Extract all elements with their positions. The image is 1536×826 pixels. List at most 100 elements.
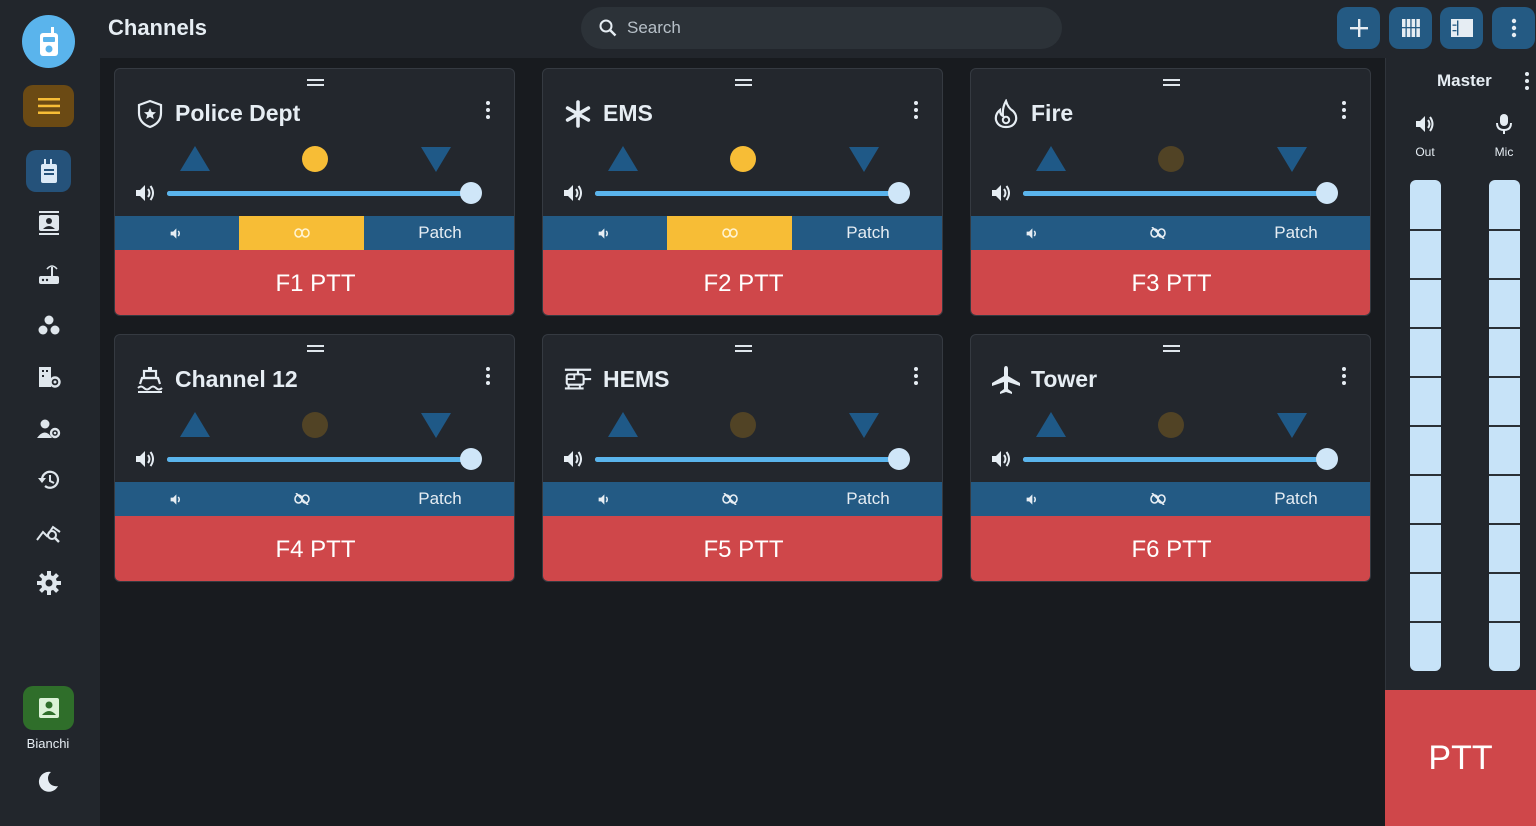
drag-handle[interactable] — [1163, 345, 1180, 352]
volume-slider[interactable] — [595, 191, 907, 196]
user-account-button[interactable] — [23, 686, 74, 730]
ptt-button[interactable]: F5 PTT — [543, 516, 942, 581]
mic-label: Mic — [1494, 145, 1514, 159]
output-level-meter — [1410, 180, 1441, 671]
patch-button[interactable]: Patch — [1274, 223, 1318, 242]
channel-menu-button[interactable] — [1337, 99, 1351, 121]
ptt-button[interactable]: F4 PTT — [115, 516, 514, 581]
drag-handle[interactable] — [735, 345, 752, 352]
meter-segment-divider — [1410, 425, 1441, 427]
channel-down-button[interactable] — [849, 147, 879, 172]
channel-up-button[interactable] — [180, 412, 210, 437]
add-channel-button[interactable] — [1337, 7, 1380, 49]
master-ptt-button[interactable]: PTT — [1385, 690, 1536, 826]
volume-slider[interactable] — [167, 457, 479, 462]
volume-icon[interactable] — [563, 449, 585, 469]
link-toggle-button[interactable] — [667, 216, 792, 250]
channel-up-button[interactable] — [608, 412, 638, 437]
volume-slider-thumb[interactable] — [888, 182, 910, 204]
volume-slider-thumb[interactable] — [460, 182, 482, 204]
channel-name: Police Dept — [175, 100, 301, 126]
master-menu-button[interactable] — [1520, 70, 1534, 92]
monitor-button[interactable] — [971, 482, 1095, 516]
grid-view-button[interactable] — [1389, 7, 1432, 49]
speaker-icon[interactable] — [1413, 112, 1437, 136]
channel-menu-button[interactable] — [1337, 365, 1351, 387]
nav-history[interactable] — [26, 459, 71, 501]
drag-handle[interactable] — [307, 79, 324, 86]
ptt-button[interactable]: F1 PTT — [115, 250, 514, 315]
more-vert-icon — [1511, 18, 1516, 38]
patch-button[interactable]: Patch — [418, 223, 462, 242]
ptt-button[interactable]: F3 PTT — [971, 250, 1370, 315]
volume-slider-fill — [167, 191, 479, 196]
volume-icon[interactable] — [991, 449, 1013, 469]
volume-slider[interactable] — [1023, 457, 1335, 462]
monitor-button[interactable] — [115, 482, 239, 516]
volume-icon[interactable] — [135, 183, 157, 203]
monitor-button[interactable] — [971, 216, 1095, 250]
link-toggle-button[interactable] — [1095, 482, 1220, 516]
link-toggle-button[interactable] — [667, 482, 792, 516]
nav-building-settings[interactable] — [26, 356, 71, 398]
drag-handle[interactable] — [735, 79, 752, 86]
nav-router[interactable] — [26, 253, 71, 295]
channel-down-button[interactable] — [1277, 147, 1307, 172]
channel-up-button[interactable] — [1036, 146, 1066, 171]
dark-mode-toggle[interactable] — [36, 770, 60, 794]
volume-slider-thumb[interactable] — [1316, 448, 1338, 470]
monitor-button[interactable] — [115, 216, 239, 250]
volume-slider-thumb[interactable] — [888, 448, 910, 470]
nav-user-settings[interactable] — [26, 408, 71, 450]
volume-slider[interactable] — [1023, 191, 1335, 196]
channel-menu-button[interactable] — [481, 99, 495, 121]
list-view-button[interactable] — [1440, 7, 1483, 49]
ptt-button[interactable]: F2 PTT — [543, 250, 942, 315]
drag-handle[interactable] — [1163, 79, 1180, 86]
monitor-button[interactable] — [543, 482, 667, 516]
channel-down-button[interactable] — [421, 147, 451, 172]
nav-settings[interactable] — [26, 562, 71, 604]
menu-button[interactable] — [23, 85, 74, 127]
link-toggle-button[interactable] — [239, 216, 364, 250]
volume-slider[interactable] — [595, 457, 907, 462]
groups-icon — [38, 315, 59, 335]
patch-button[interactable]: Patch — [846, 489, 890, 508]
channel-up-button[interactable] — [1036, 412, 1066, 437]
channel-down-button[interactable] — [1277, 413, 1307, 438]
app-logo[interactable] — [22, 15, 75, 68]
more-options-button[interactable] — [1492, 7, 1535, 49]
channel-menu-button[interactable] — [481, 365, 495, 387]
nav-groups[interactable] — [26, 304, 71, 346]
mic-icon[interactable] — [1492, 112, 1516, 136]
nav-contacts[interactable] — [26, 202, 71, 244]
volume-icon[interactable] — [991, 183, 1013, 203]
patch-button[interactable]: Patch — [418, 489, 462, 508]
channel-up-button[interactable] — [608, 146, 638, 171]
channel-up-button[interactable] — [180, 146, 210, 171]
channel-menu-button[interactable] — [909, 365, 923, 387]
link-toggle-button[interactable] — [1095, 216, 1220, 250]
drag-handle[interactable] — [307, 345, 324, 352]
channel-down-button[interactable] — [421, 413, 451, 438]
volume-slider-thumb[interactable] — [1316, 182, 1338, 204]
search-bar[interactable] — [581, 7, 1062, 49]
patch-button[interactable]: Patch — [1274, 489, 1318, 508]
nav-radios[interactable] — [26, 150, 71, 192]
activity-indicator — [730, 412, 756, 438]
channel-menu-button[interactable] — [909, 99, 923, 121]
search-input[interactable] — [627, 18, 1047, 38]
volume-slider-thumb[interactable] — [460, 448, 482, 470]
volume-slider[interactable] — [167, 191, 479, 196]
ptt-button[interactable]: F6 PTT — [971, 516, 1370, 581]
volume-icon[interactable] — [563, 183, 585, 203]
channel-card: Channel 12 Patch F4 PTT — [114, 334, 515, 582]
volume-icon[interactable] — [135, 449, 157, 469]
link-toggle-button[interactable] — [239, 482, 364, 516]
patch-bar: Patch — [543, 216, 942, 250]
channel-down-button[interactable] — [849, 413, 879, 438]
airplane-icon — [991, 365, 1021, 395]
patch-button[interactable]: Patch — [846, 223, 890, 242]
nav-analytics[interactable] — [26, 511, 71, 553]
monitor-button[interactable] — [543, 216, 667, 250]
